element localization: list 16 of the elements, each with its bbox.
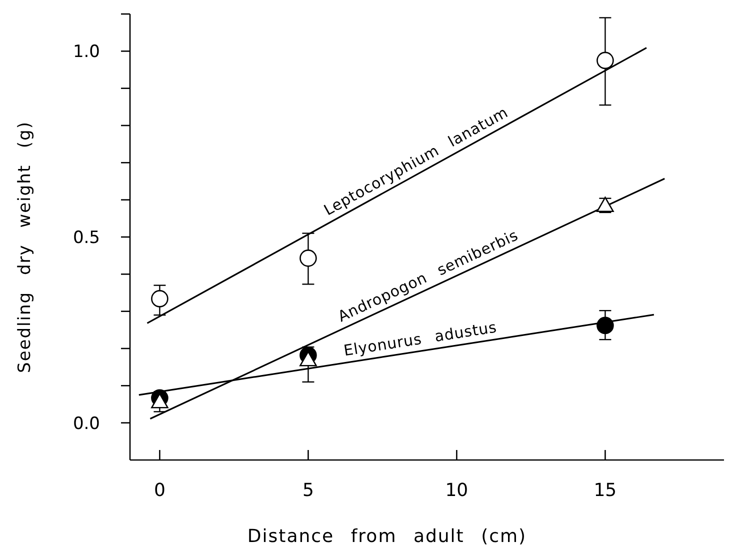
- point: [300, 250, 317, 267]
- x-axis-title: Distance from adult (cm): [247, 526, 527, 547]
- point: [151, 290, 168, 308]
- point: [596, 316, 614, 334]
- y-tick-label: 0.5: [72, 228, 100, 248]
- y-axis-title: Seedling dry weight (g): [15, 121, 35, 373]
- x-tick-label: 15: [594, 480, 617, 501]
- x-tick-label: 0: [154, 480, 166, 501]
- y-tick-label: 1.0: [72, 42, 100, 62]
- point: [596, 52, 614, 70]
- point: [151, 393, 168, 408]
- text: Elyonurus adustus: [342, 318, 498, 360]
- point: [300, 351, 317, 366]
- x-tick-label: 5: [302, 480, 314, 501]
- y-tick-label: 0.0: [72, 414, 100, 434]
- x-tick-label: 10: [445, 480, 468, 501]
